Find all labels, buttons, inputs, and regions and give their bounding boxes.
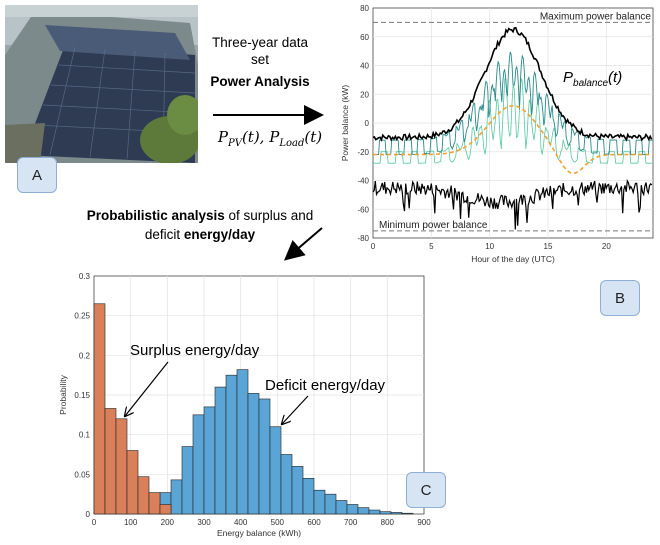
y-tick-label: 0.3 [79, 272, 91, 281]
deficit-bar [357, 507, 370, 515]
deficit-bar [203, 406, 216, 515]
deficit-bar [181, 446, 194, 515]
x-tick-label: 300 [197, 518, 211, 527]
x-tick-label: 500 [271, 518, 285, 527]
data-line-1: Three-year data [211, 35, 309, 50]
x-axis-label: Hour of the day (UTC) [471, 254, 555, 264]
deficit-bar [258, 398, 271, 515]
probabilistic-description: Probabilistic analysis of surplus and de… [70, 206, 330, 244]
x-tick-label: 800 [381, 518, 395, 527]
y-tick-label: 80 [360, 4, 369, 13]
surplus-bar [159, 504, 172, 515]
deficit-bar [269, 426, 282, 515]
surplus-arrow [125, 361, 169, 416]
surplus-bar [115, 418, 128, 515]
y-tick-label: 0.15 [74, 391, 90, 400]
max-balance-label: Maximum power balance [540, 11, 652, 22]
surplus-annotation: Surplus energy/day [130, 342, 260, 359]
min-balance-label: Minimum power balance [379, 220, 488, 231]
surplus-bar [93, 303, 106, 515]
label-b: B [600, 280, 640, 316]
y-tick-label: 0.1 [79, 431, 91, 440]
deficit-arrow [282, 395, 309, 424]
deficit-bar [401, 512, 414, 515]
deficit-bar [324, 493, 337, 515]
y-tick-label: 0.2 [79, 351, 91, 360]
solar-building-photo [5, 5, 198, 163]
pv-subscript: PV [228, 138, 242, 149]
label-c: C [406, 472, 446, 508]
series-max [372, 26, 653, 142]
formula-pv-load: PPV(t), PLoad(t) [217, 128, 323, 149]
deficit-bar [390, 512, 403, 515]
y-tick-label: -80 [357, 234, 369, 243]
y-tick-label: 40 [360, 62, 369, 71]
energy-histogram: 0 0.05 0.1 0.15 0.2 0.25 0.3 0 100 200 300 400 500 60… [58, 272, 431, 538]
data-line-2: set [250, 52, 269, 67]
deficit-bar [225, 374, 238, 515]
x-tick-label: 700 [344, 518, 358, 527]
deficit-bar [346, 504, 359, 515]
deficit-bar [291, 466, 304, 515]
y-tick-label: 0.25 [74, 312, 90, 321]
x-tick-label: 100 [124, 518, 138, 527]
deficit-bar [192, 414, 205, 515]
deficit-bar [247, 393, 260, 515]
data-description: Three-year data set Power Analysis [200, 34, 320, 90]
y-tick-label: 0 [365, 119, 370, 128]
deficit-bar [368, 509, 381, 515]
x-tick-label: 0 [371, 242, 376, 251]
x-tick-label: 0 [92, 518, 97, 527]
surplus-bar [104, 408, 117, 515]
deficit-bar [335, 500, 348, 515]
y-tick-label: 0.05 [74, 470, 90, 479]
series-teal [373, 51, 653, 156]
y-tick-label: -20 [357, 148, 369, 157]
surplus-bar [148, 492, 161, 515]
series-green [373, 78, 652, 164]
deficit-bar [214, 386, 227, 515]
deficit-plain: deficit [144, 227, 184, 242]
arrow-b-to-c [283, 227, 323, 261]
y-tick-label: -40 [357, 177, 369, 186]
x-tick-label: 10 [485, 242, 494, 251]
x-tick-label: 15 [544, 242, 553, 251]
series-orange [373, 104, 653, 175]
x-tick-label: 200 [161, 518, 175, 527]
x-tick-label: 600 [307, 518, 321, 527]
x-tick-label: 900 [417, 518, 431, 527]
surplus-bar [137, 476, 150, 515]
x-tick-label: 5 [429, 242, 434, 251]
deficit-bar [170, 479, 183, 515]
y-axis-label: Probability [58, 374, 68, 414]
x-tick-label: 400 [234, 518, 248, 527]
label-a: A [17, 157, 57, 193]
y-axis-label: Power balance (kW) [340, 85, 350, 162]
deficit-bar [236, 369, 249, 515]
y-tick-label: -60 [357, 205, 369, 214]
x-tick-label: 20 [602, 242, 611, 251]
deficit-bar [379, 511, 392, 515]
load-subscript: Load [279, 138, 305, 149]
prob-bold: Probabilistic analysis [86, 208, 225, 223]
power-analysis-label: Power Analysis [210, 74, 310, 89]
p-balance-label: Pbalance(t) [563, 69, 622, 89]
surplus-bar [126, 450, 139, 515]
deficit-annotation: Deficit energy/day [265, 377, 386, 394]
x-axis-label: Energy balance (kWh) [217, 528, 301, 538]
deficit-bar [302, 478, 315, 515]
prob-rest: of surplus and [224, 208, 314, 223]
deficit-bar [280, 454, 293, 515]
y-tick-label: 60 [360, 33, 369, 42]
y-tick-label: 20 [360, 90, 369, 99]
deficit-bar [313, 489, 326, 515]
series-min [372, 178, 653, 230]
deficit-bold: energy/day [183, 227, 256, 242]
y-tick-label: 0 [86, 510, 91, 519]
